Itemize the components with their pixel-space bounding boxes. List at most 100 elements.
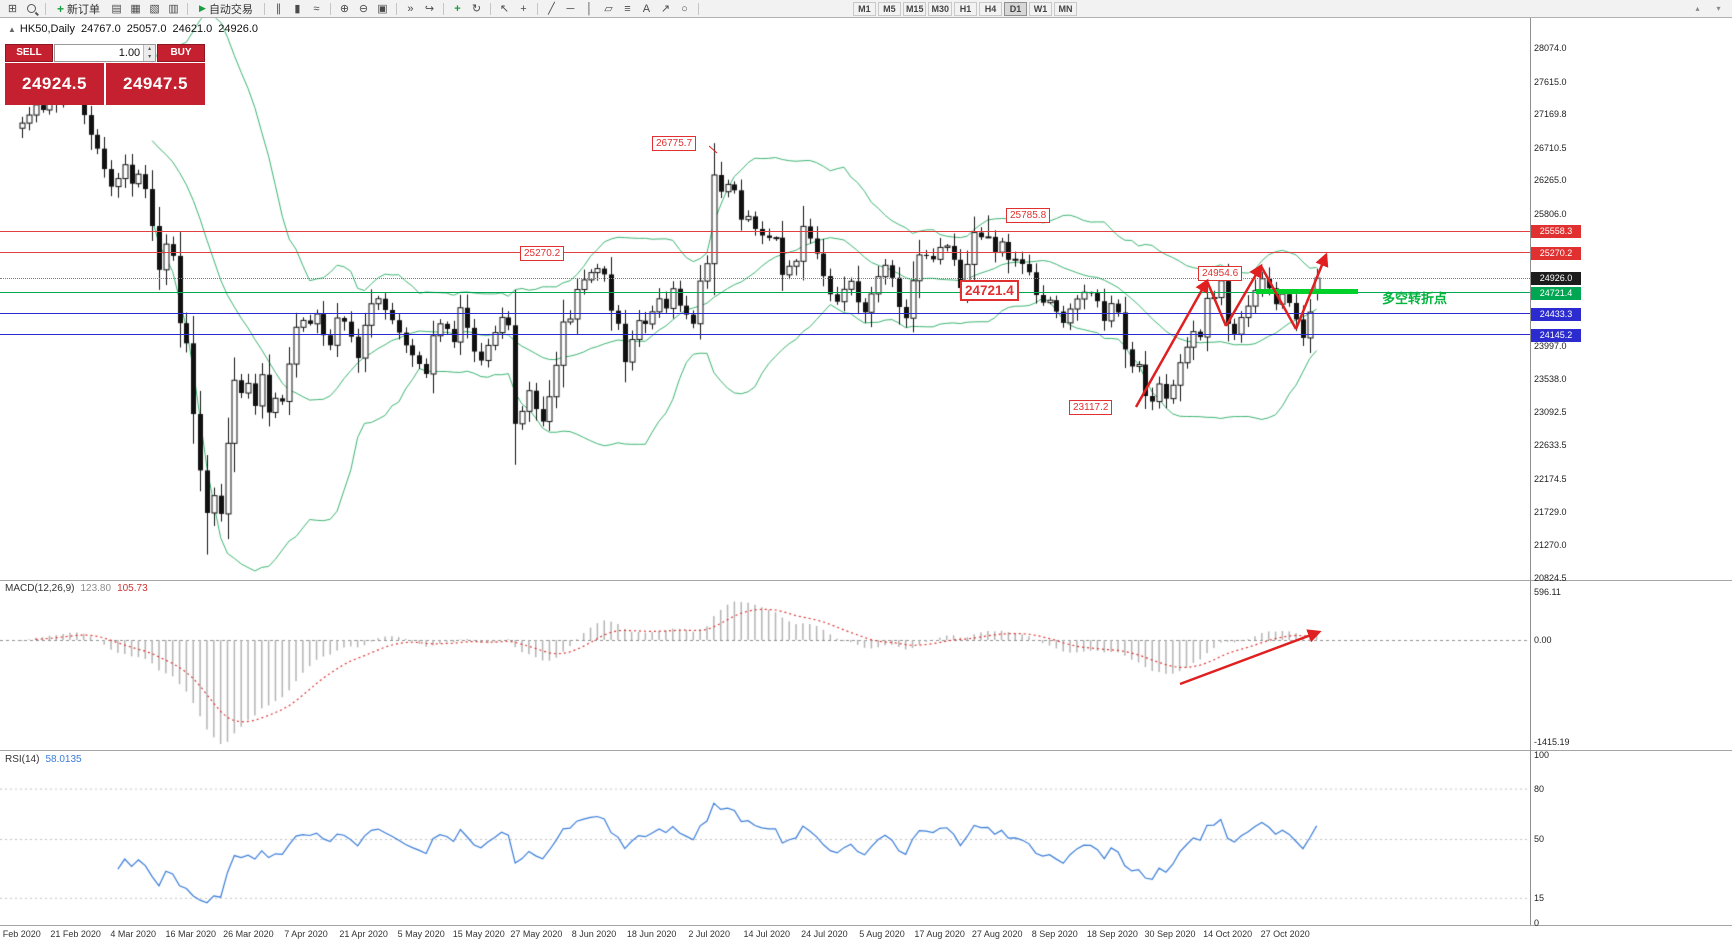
auto-scroll-icon[interactable]: »	[407, 2, 414, 15]
new-chart-icon[interactable]: ⊞	[7, 3, 18, 15]
price-axis-label: 21270.0	[1534, 540, 1567, 550]
buy-button[interactable]: BUY	[157, 44, 205, 62]
data-window-icon[interactable]: ▦	[130, 3, 141, 15]
sell-price-panel[interactable]: 24924.5	[5, 63, 104, 105]
date-axis-label: 5 May 2020	[397, 929, 445, 939]
price-label-object[interactable]: 24954.6	[1198, 266, 1243, 281]
rsi-axis-label: 50	[1534, 834, 1545, 844]
price-label-object[interactable]: 25785.8	[1006, 208, 1051, 223]
profiles-icon[interactable]	[22, 1, 41, 16]
date-axis-label: 21 Feb 2020	[50, 929, 101, 939]
rsi-axis-label: 15	[1534, 892, 1545, 903]
horizontal-line-object[interactable]	[0, 313, 1530, 315]
zoom-in-icon[interactable]: ⊕	[339, 3, 350, 15]
new-order-button[interactable]: + 新订单	[50, 1, 107, 17]
refresh-icon[interactable]: ↻	[471, 3, 482, 15]
play-icon: ▶	[199, 3, 206, 13]
timeframe-W1[interactable]: W1	[1028, 1, 1052, 16]
autotrading-button[interactable]: ▶ 自动交易	[192, 1, 260, 17]
zoom-out-icon[interactable]: ⊖	[358, 3, 369, 15]
price-axis-label: 27615.0	[1534, 76, 1567, 87]
toolbar-separator	[395, 2, 397, 15]
toolbar-separator	[187, 2, 189, 15]
trendline-icon[interactable]: ╱	[548, 3, 555, 15]
date-axis-label: 21 Apr 2020	[339, 929, 388, 939]
macd-axis-label: 0.00	[1534, 635, 1552, 645]
timeframe-M1[interactable]: M1	[852, 1, 876, 16]
date-axis-label: 30 Sep 2020	[1144, 929, 1196, 939]
date-axis-label: 5 Aug 2020	[859, 929, 905, 939]
chart-shift-icon[interactable]: ↪	[424, 3, 435, 15]
toolbar-right-group: ▴ ▾	[1688, 1, 1728, 16]
horizontal-line-object[interactable]	[0, 230, 1530, 232]
sell-button[interactable]: SELL	[5, 44, 53, 62]
tile-windows-icon[interactable]: ▣	[377, 3, 388, 15]
horizontal-line-object[interactable]	[0, 252, 1530, 254]
current-price-line	[0, 278, 1530, 280]
macd-axis-label: 596.11	[1534, 586, 1561, 597]
channel-icon[interactable]: ▱	[604, 3, 613, 15]
horizontal-line-object[interactable]	[0, 292, 1530, 294]
date-axis-label: 1 Feb 2020	[0, 929, 41, 939]
price-label-object[interactable]: 26775.7	[652, 136, 697, 151]
timeframe-M5[interactable]: M5	[877, 1, 901, 16]
date-axis-label: 26 Mar 2020	[223, 929, 274, 939]
candlestick-icon[interactable]: ▮	[294, 3, 301, 15]
date-axis-label: 4 Mar 2020	[110, 929, 156, 939]
toolbar-separator	[442, 2, 444, 15]
arrow-tool-icon[interactable]: ↗	[660, 3, 671, 15]
date-axis-label: 18 Sep 2020	[1086, 929, 1138, 939]
timeframe-M30[interactable]: M30	[928, 1, 952, 16]
volume-up-icon[interactable]: ▴	[148, 46, 152, 52]
date-axis-label: 18 Jun 2020	[626, 929, 677, 939]
navigator-icon[interactable]: ▧	[149, 3, 160, 15]
one-click-collapse-icon[interactable]: ▲	[8, 25, 16, 34]
turning-point-line[interactable]	[1256, 289, 1358, 294]
price-label-object[interactable]: 25270.2	[520, 246, 565, 261]
timeframe-M15[interactable]: M15	[902, 1, 927, 16]
rsi-axis-label: 100	[1534, 750, 1550, 760]
timeframe-D1[interactable]: D1	[1003, 1, 1027, 16]
horizontal-line-object[interactable]	[0, 334, 1530, 336]
buy-price-panel[interactable]: 24947.5	[106, 63, 205, 105]
price-label-object[interactable]: 24721.4	[960, 280, 1019, 301]
price-axis-badge: 24721.4	[1531, 286, 1581, 300]
vertical-line-icon[interactable]: │	[586, 2, 593, 15]
symbol-label: HK50,Daily	[19, 23, 75, 35]
indicators-icon[interactable]: +	[454, 2, 461, 15]
rsi-value: 58.0135	[45, 754, 82, 765]
terminal-icon[interactable]: ▥	[168, 3, 179, 15]
date-axis-label: 8 Jun 2020	[571, 929, 617, 939]
crosshair-icon[interactable]: +	[520, 2, 527, 15]
toolbar-up-icon[interactable]: ▴	[1695, 4, 1700, 13]
timeframe-H4[interactable]: H4	[978, 1, 1002, 16]
timeframe-MN[interactable]: MN	[1053, 1, 1077, 16]
timeframe-H1[interactable]: H1	[953, 1, 977, 16]
low-value: 24621.0	[172, 23, 213, 35]
new-order-label: 新订单	[67, 3, 101, 16]
line-chart-icon[interactable]: ≈	[313, 2, 320, 15]
macd-rsi-divider[interactable]	[0, 750, 1732, 751]
main-macd-divider[interactable]	[0, 580, 1732, 581]
bar-chart-icon[interactable]: ∥	[275, 3, 282, 15]
text-label-icon[interactable]: A	[642, 2, 651, 15]
macd-signal-value: 105.73	[117, 583, 148, 594]
toolbar-separator	[489, 2, 491, 15]
price-label-object[interactable]: 23117.2	[1069, 400, 1113, 415]
market-watch-icon[interactable]: ▤	[111, 3, 122, 15]
volume-input[interactable]	[55, 45, 144, 61]
volume-down-icon[interactable]: ▾	[148, 54, 152, 60]
shapes-icon[interactable]: ○	[681, 2, 688, 15]
date-axis-label: 8 Sep 2020	[1031, 929, 1078, 939]
price-axis-label: 23997.0	[1534, 340, 1567, 351]
date-axis-label: 2 Jul 2020	[688, 929, 730, 939]
cursor-icon[interactable]: ↖	[499, 3, 510, 15]
date-axis-label: 27 May 2020	[510, 929, 563, 939]
date-axis-label: 27 Aug 2020	[971, 929, 1023, 939]
toolbar-down-icon[interactable]: ▾	[1716, 4, 1721, 13]
turning-point-annotation[interactable]: 多空转折点	[1382, 291, 1448, 306]
fibonacci-icon[interactable]: ≡	[624, 2, 631, 15]
toolbar-separator	[263, 2, 265, 15]
horizontal-line-icon[interactable]: ─	[566, 2, 575, 15]
